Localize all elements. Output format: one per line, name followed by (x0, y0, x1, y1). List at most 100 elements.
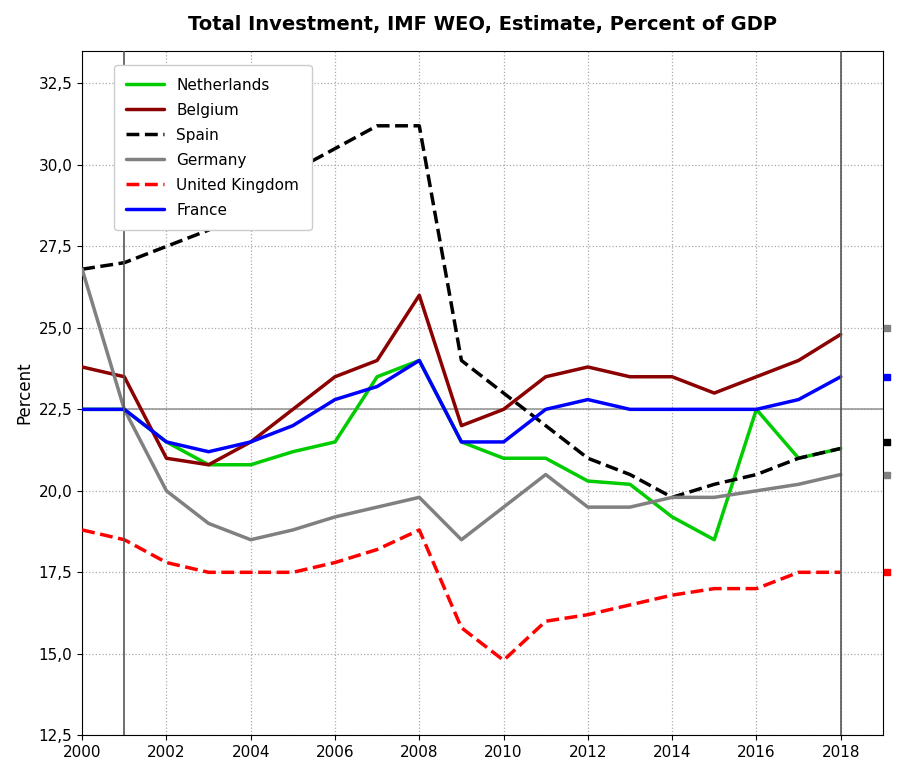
Belgium (793, 356, 804, 365)
France (624, 405, 635, 414)
Germany (498, 502, 509, 512)
France (414, 356, 424, 365)
Belgium (751, 372, 762, 381)
Line: United Kingdom: United Kingdom (82, 530, 841, 660)
France (329, 395, 340, 405)
Netherlands (414, 356, 424, 365)
Belgium (77, 363, 88, 372)
Belgium (540, 372, 551, 381)
Netherlands (329, 437, 340, 446)
Germany (793, 480, 804, 489)
Spain (667, 493, 678, 502)
France (583, 395, 594, 405)
Legend: Netherlands, Belgium, Spain, Germany, United Kingdom, France: Netherlands, Belgium, Spain, Germany, Un… (114, 65, 311, 230)
Belgium (414, 291, 424, 300)
France (372, 382, 383, 391)
United Kingdom (77, 525, 88, 535)
Spain (245, 199, 256, 208)
Spain (372, 121, 383, 130)
Line: Netherlands: Netherlands (82, 360, 841, 539)
France (288, 421, 299, 430)
Germany (709, 493, 719, 502)
Belgium (624, 372, 635, 381)
United Kingdom (203, 567, 214, 577)
Belgium (372, 356, 383, 365)
Netherlands (203, 460, 214, 470)
Spain (288, 167, 299, 176)
Belgium (119, 372, 129, 381)
Belgium (161, 453, 172, 463)
Germany (245, 535, 256, 544)
United Kingdom (288, 567, 299, 577)
France (203, 447, 214, 456)
Spain (77, 264, 88, 274)
France (245, 437, 256, 446)
Title: Total Investment, IMF WEO, Estimate, Percent of GDP: Total Investment, IMF WEO, Estimate, Per… (188, 15, 777, 34)
United Kingdom (372, 545, 383, 554)
Spain (624, 470, 635, 479)
United Kingdom (793, 567, 804, 577)
Line: Belgium: Belgium (82, 295, 841, 465)
Belgium (709, 388, 719, 398)
Netherlands (793, 453, 804, 463)
Germany (203, 518, 214, 528)
France (456, 437, 467, 446)
United Kingdom (245, 567, 256, 577)
United Kingdom (624, 601, 635, 610)
France (835, 372, 846, 381)
Netherlands (119, 405, 129, 414)
Belgium (667, 372, 678, 381)
United Kingdom (161, 558, 172, 567)
United Kingdom (667, 591, 678, 600)
Netherlands (751, 405, 762, 414)
France (751, 405, 762, 414)
United Kingdom (498, 656, 509, 665)
France (667, 405, 678, 414)
Spain (835, 444, 846, 453)
Spain (540, 421, 551, 430)
Netherlands (540, 453, 551, 463)
France (540, 405, 551, 414)
Germany (77, 264, 88, 274)
United Kingdom (456, 623, 467, 632)
Netherlands (372, 372, 383, 381)
Spain (709, 480, 719, 489)
Belgium (835, 329, 846, 339)
Spain (751, 470, 762, 479)
Spain (329, 144, 340, 153)
Belgium (329, 372, 340, 381)
France (119, 405, 129, 414)
Spain (161, 242, 172, 251)
Spain (456, 356, 467, 365)
United Kingdom (414, 525, 424, 535)
Germany (456, 535, 467, 544)
Netherlands (667, 512, 678, 522)
France (709, 405, 719, 414)
Netherlands (583, 477, 594, 486)
Netherlands (709, 535, 719, 544)
Belgium (245, 437, 256, 446)
Netherlands (624, 480, 635, 489)
Netherlands (288, 447, 299, 456)
Spain (583, 453, 594, 463)
United Kingdom (119, 535, 129, 544)
Spain (498, 388, 509, 398)
France (77, 405, 88, 414)
Netherlands (498, 453, 509, 463)
United Kingdom (835, 567, 846, 577)
Germany (667, 493, 678, 502)
United Kingdom (583, 610, 594, 619)
Netherlands (161, 437, 172, 446)
Germany (583, 502, 594, 512)
Netherlands (835, 444, 846, 453)
Belgium (288, 405, 299, 414)
Netherlands (245, 460, 256, 470)
Germany (624, 502, 635, 512)
Germany (751, 486, 762, 495)
Germany (372, 502, 383, 512)
Belgium (456, 421, 467, 430)
Germany (288, 525, 299, 535)
Belgium (203, 460, 214, 470)
Spain (119, 258, 129, 267)
United Kingdom (329, 558, 340, 567)
